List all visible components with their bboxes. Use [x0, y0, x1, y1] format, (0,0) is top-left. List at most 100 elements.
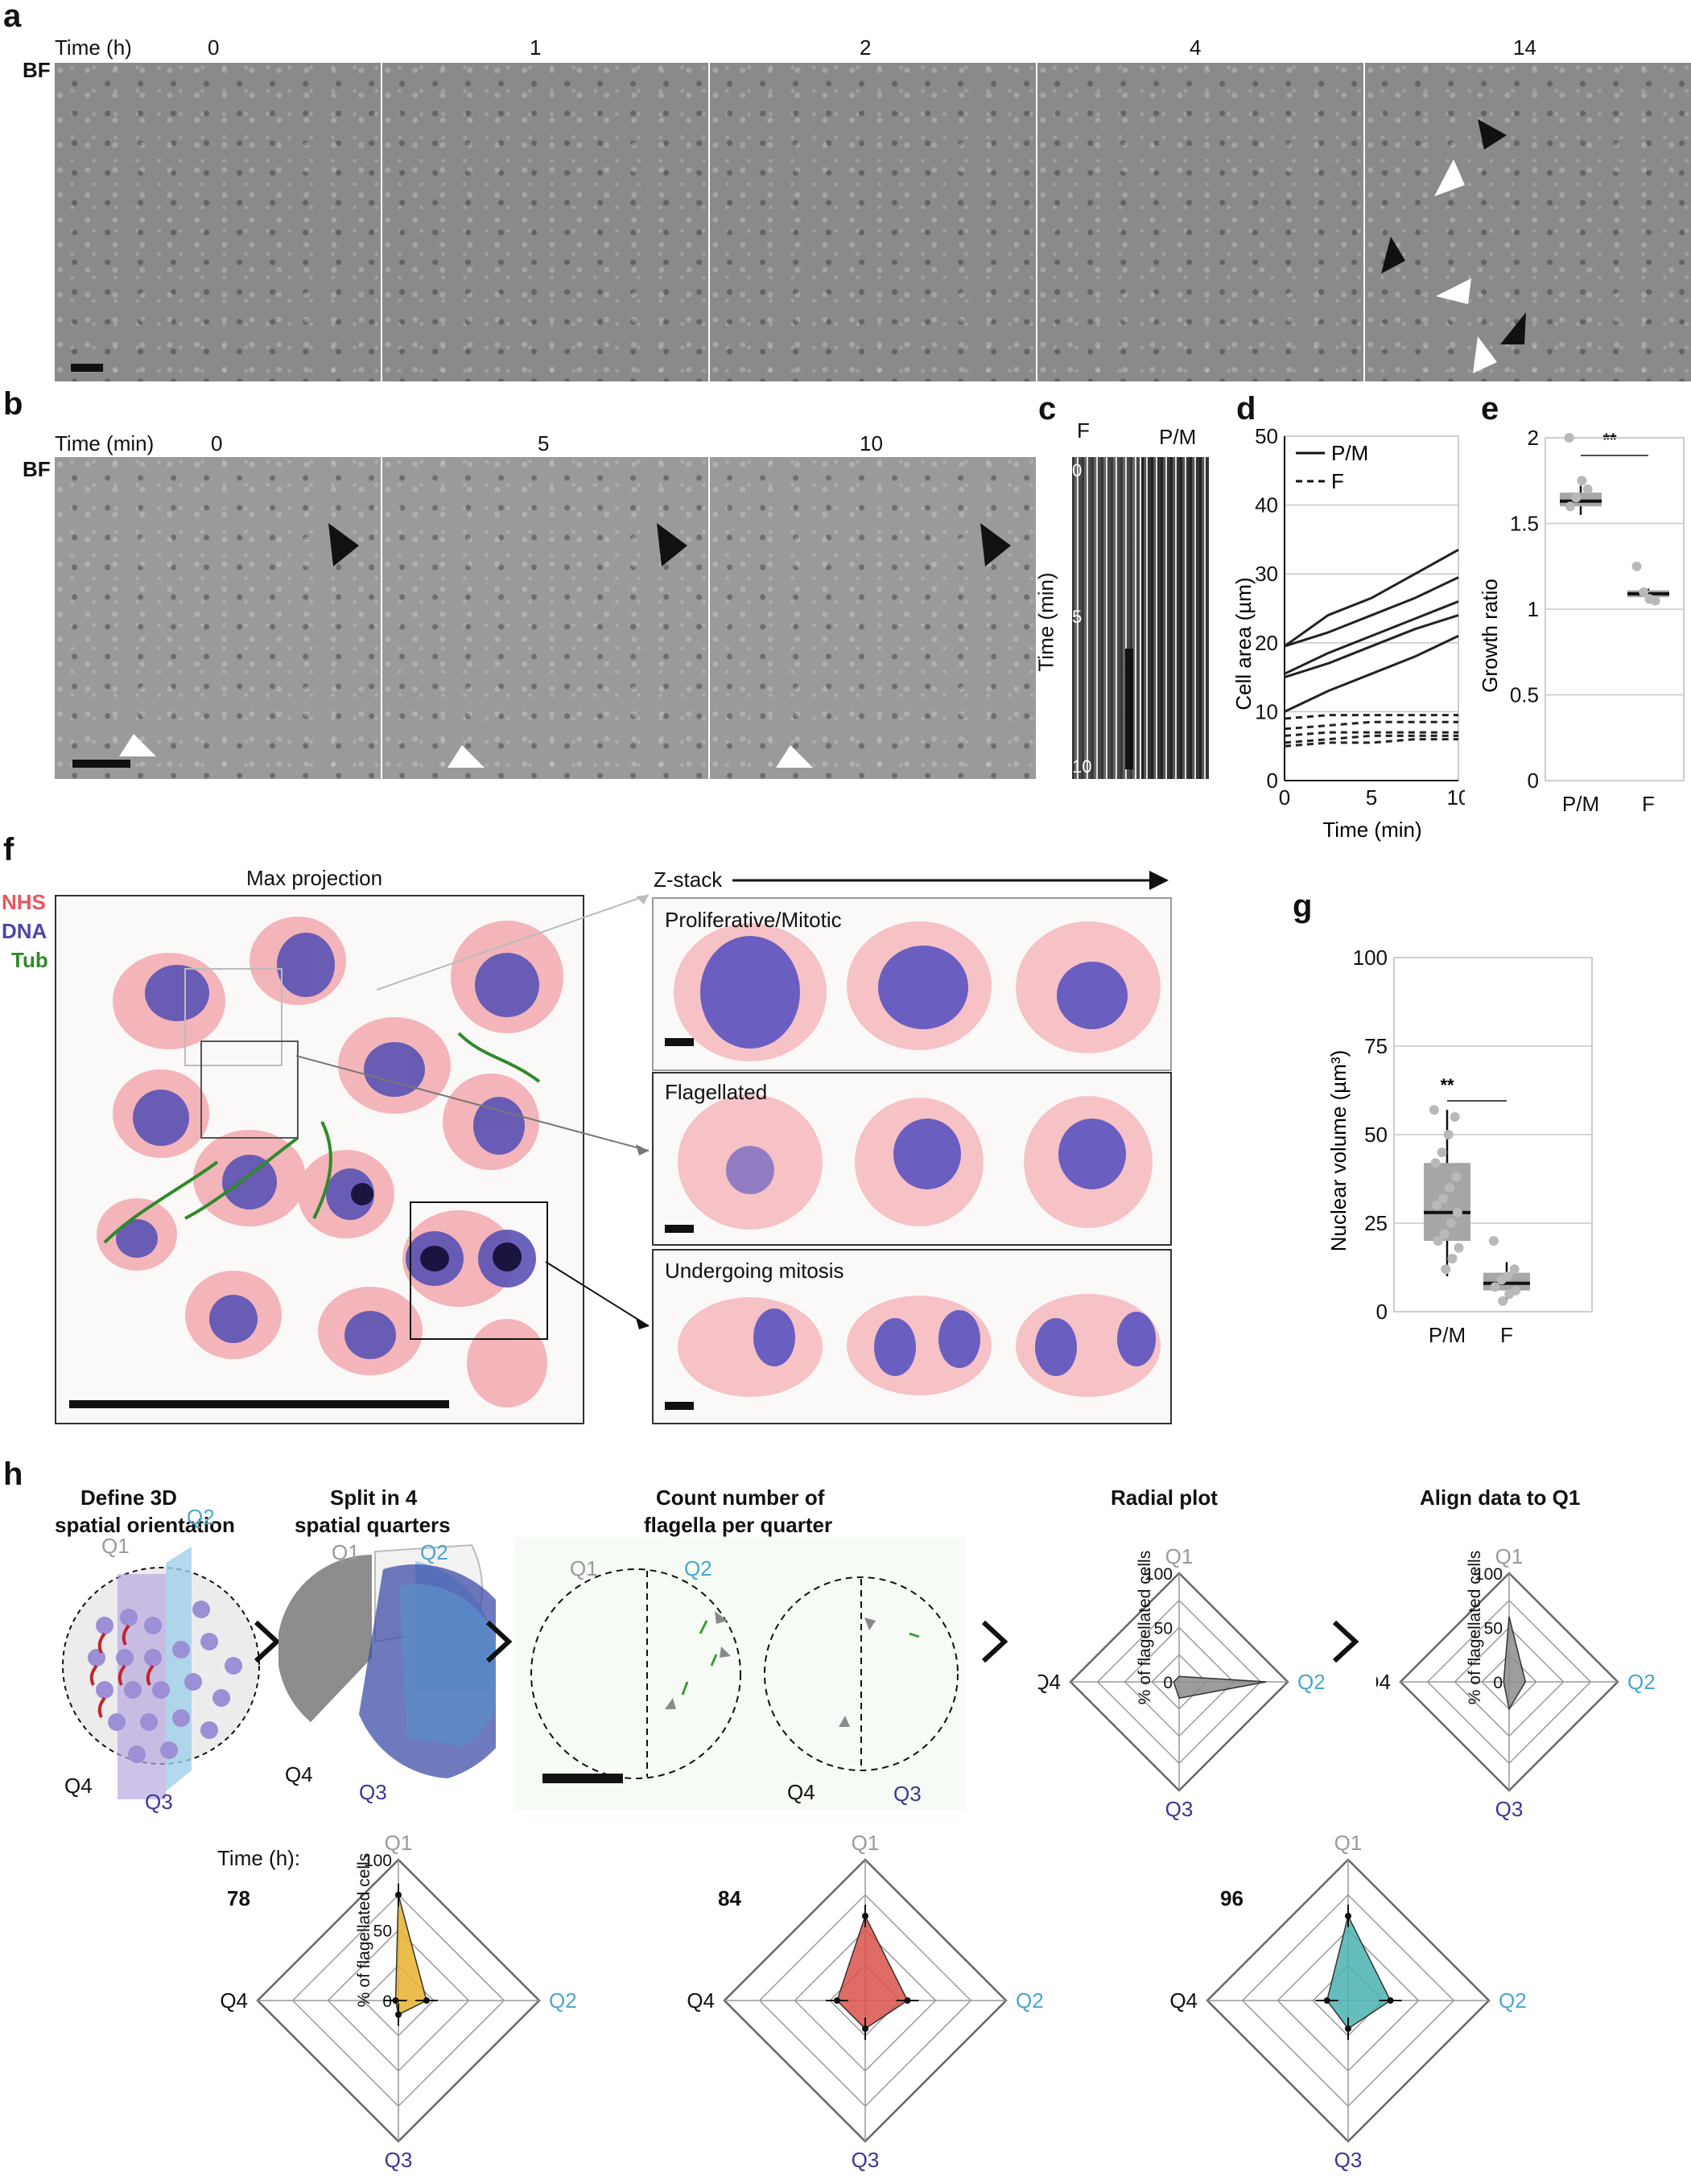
h-radar-78-radial-axis-label: % of flagellated cells — [355, 1853, 373, 2007]
panel-label-d: d — [1236, 391, 1256, 426]
h-radar-78: Q1 Q2 Q3 Q4 0 50 100% of flagellated cells — [220, 1831, 576, 2172]
h-radar-84-data-point — [862, 1913, 868, 1919]
panel-f-max-projection-image — [55, 895, 584, 1424]
h-radial-q1-label: Q1 — [1165, 1544, 1194, 1568]
h-radar-78-radial-tick: 50 — [373, 1922, 392, 1941]
g-point — [1447, 1254, 1458, 1263]
e-xtick-1: F — [1642, 792, 1655, 816]
arrowhead-white-icon — [1434, 159, 1465, 196]
g-point — [1433, 1236, 1443, 1246]
panel-e-ylabel: Growth ratio — [1478, 579, 1502, 693]
h-step-1-q1: Q1 — [101, 1534, 130, 1558]
panel-c-kymograph-pm — [1141, 457, 1209, 779]
panel-d-series-line-1 — [1284, 576, 1459, 648]
g-point — [1446, 1218, 1456, 1228]
h-step-1-q4: Q4 — [64, 1774, 93, 1798]
e-ytick: 1.5 — [1510, 512, 1539, 536]
panel-a-frame-1 — [382, 63, 708, 381]
g-xtick-1: F — [1500, 1323, 1513, 1347]
e-point — [1582, 484, 1593, 494]
h-radar-84: Q1 Q2 Q3 Q4 — [687, 1831, 1043, 2172]
h-step-3-q2: Q2 — [684, 1556, 712, 1580]
panel-a-time-4: 14 — [1513, 35, 1536, 60]
panel-e-chart: Growth ratio ** 0 0.5 1 1.5 2 P/M F — [1478, 426, 1685, 816]
panel-d-legend-dashed: F — [1331, 469, 1344, 493]
panel-d-ytick: 30 — [1255, 562, 1278, 586]
h-radial-radial-tick: 0 — [1163, 1674, 1173, 1692]
panel-d-legend-solid: P/M — [1331, 441, 1368, 465]
h-step-2-q3: Q3 — [359, 1780, 387, 1804]
panel-label-f: f — [3, 832, 14, 867]
h-radar-78-radial-tick: 0 — [382, 1992, 392, 2011]
h-step-4-title: Radial plot — [1111, 1486, 1218, 1510]
g-point — [1443, 1130, 1454, 1139]
g-point — [1450, 1112, 1460, 1122]
arrowhead-white-icon — [119, 734, 156, 756]
panel-a-channel: BF — [23, 58, 51, 82]
h-aligned-radial-tick: 50 — [1484, 1620, 1503, 1638]
g-point — [1504, 1289, 1515, 1299]
h-radar-96-data-point — [1323, 1997, 1330, 2004]
panel-a-time-label: Time (h) — [55, 35, 132, 60]
h-chevron-3-icon — [981, 1620, 1008, 1663]
panel-b-frame-0 — [55, 457, 381, 779]
arrowhead-black-icon — [980, 523, 1011, 567]
panel-label-h: h — [3, 1457, 23, 1492]
g-point — [1441, 1264, 1451, 1275]
g-point — [1498, 1296, 1508, 1306]
panel-b-time-0: 0 — [211, 431, 223, 455]
h-radial-data-area — [1173, 1675, 1267, 1700]
panel-d-series-line-2 — [1284, 600, 1459, 675]
h-radar-96-data-point — [1345, 2025, 1351, 2032]
panel-d-ytick: 50 — [1255, 426, 1278, 448]
h-step-5-title: Align data to Q1 — [1420, 1486, 1581, 1510]
g-ytick: 25 — [1364, 1211, 1388, 1235]
panel-c-scale-bar — [1125, 649, 1133, 769]
panel-f-max-projection: Max projection — [246, 866, 383, 890]
h-radar-84-q1-label: Q1 — [852, 1831, 880, 1855]
e-point — [1565, 501, 1575, 512]
h-radar-78-q3-label: Q3 — [385, 2148, 413, 2172]
h-radial-plot: Q1 Q2 Q3 Q4 0 50 100% of flagellated cells — [1038, 1544, 1326, 1821]
h-aligned-q4-label: Q4 — [1376, 1670, 1391, 1694]
g-point — [1432, 1201, 1442, 1210]
arrowhead-black-icon — [328, 523, 359, 567]
h-chevron-1-icon — [254, 1620, 281, 1663]
e-ytick: 1 — [1528, 597, 1539, 621]
h-radar-78-radial-tick: 100 — [364, 1852, 392, 1870]
h-step-3-q3: Q3 — [893, 1782, 922, 1806]
h-timepoint-84: 84 — [718, 1886, 741, 1910]
arrowhead-black-icon — [1381, 237, 1405, 274]
panel-d-ytick: 10 — [1255, 699, 1278, 723]
panel-f-row-proliferative — [652, 897, 1172, 1071]
panel-f-channel-dna: DNA — [2, 919, 47, 943]
panel-a-frame-2 — [710, 63, 1036, 381]
panel-f-scale-bar — [69, 1400, 449, 1408]
h-timepoint-96: 96 — [1220, 1886, 1244, 1910]
g-point — [1429, 1105, 1439, 1115]
arrowhead-black-icon — [1478, 119, 1507, 150]
h-step-3-title-line2: flagella per quarter — [644, 1513, 833, 1537]
panel-g-significance: ** — [1440, 1075, 1454, 1095]
g-point — [1445, 1183, 1455, 1193]
h-step-1-q3: Q3 — [145, 1790, 173, 1814]
panel-f-row-label-2: Undergoing mitosis — [665, 1259, 844, 1283]
panel-a-frame-4 — [1365, 63, 1691, 381]
h-step-1-title-line2: spatial orientation — [55, 1513, 235, 1537]
h-radar-96-data-point — [1345, 1913, 1351, 1919]
h-aligned-q2-label: Q2 — [1627, 1670, 1656, 1694]
panel-b-time-2: 10 — [860, 431, 883, 455]
panel-d-ytick: 0 — [1267, 769, 1278, 793]
panel-b-frame-1 — [382, 457, 708, 779]
panel-b-time-1: 5 — [538, 431, 550, 455]
g-ytick: 50 — [1364, 1123, 1388, 1147]
h-time-label: Time (h): — [217, 1846, 301, 1870]
panel-label-g: g — [1293, 888, 1313, 924]
h-step-3-circles — [530, 1568, 959, 1783]
e-ytick: 2 — [1528, 426, 1539, 450]
g-point — [1438, 1193, 1449, 1204]
panel-b-scale-bar — [72, 760, 130, 768]
h-step-2-q4: Q4 — [285, 1762, 313, 1786]
g-point — [1490, 1282, 1500, 1292]
